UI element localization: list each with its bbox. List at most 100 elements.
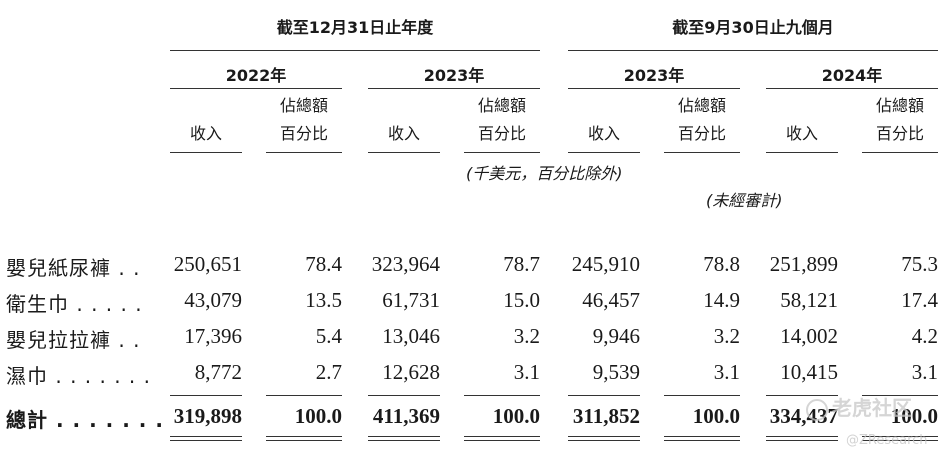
- cell-value: 3.1: [713, 360, 740, 384]
- col-header-pct-line1: 佔總額: [279, 96, 328, 115]
- period-rule-nine-months: [568, 50, 938, 51]
- row-label: 嬰兒紙尿褲 . .: [6, 256, 141, 280]
- subtotal-rule: [464, 395, 540, 396]
- row-label: 嬰兒拉拉褲 . .: [6, 328, 141, 352]
- cell-value: 245,910: [571, 252, 640, 276]
- double-rule: [568, 436, 640, 441]
- watermark-logo: 老虎社区: [806, 392, 912, 421]
- year-rule: [170, 88, 342, 89]
- subtotal-rule: [266, 395, 342, 396]
- subtotal-rule: [568, 395, 640, 396]
- row-label: 濕巾 . . . . . . .: [6, 364, 152, 388]
- total-value: 100.0: [692, 404, 740, 428]
- cell-value: 3.1: [911, 360, 938, 384]
- watermark-handle: @ZResearch: [846, 433, 928, 448]
- cell-value: 13,046: [382, 324, 440, 348]
- unaudited-note: (未經審計): [706, 191, 783, 210]
- col-header-pct-line1: 佔總額: [677, 96, 726, 115]
- cell-value: 58,121: [780, 288, 838, 312]
- watermark-text: 老虎社区: [832, 396, 912, 420]
- cell-value: 15.0: [503, 288, 540, 312]
- cell-value: 8,772: [194, 360, 242, 384]
- cell-value: 78.8: [703, 252, 740, 276]
- col-header-pct-line2: 百分比: [279, 124, 328, 143]
- total-value: 100.0: [890, 404, 938, 428]
- col-header-pct: 佔總額 百分比: [664, 92, 740, 148]
- cell-value: 10,415: [780, 360, 838, 384]
- units-note: (千美元，百分比除外): [466, 164, 623, 183]
- year-header-2024: 2024年: [821, 66, 883, 85]
- subheader-rule: [664, 152, 740, 153]
- subheader-rule: [862, 152, 938, 153]
- row-label: 衛生巾 . . . . .: [6, 292, 143, 316]
- subtotal-rule: [766, 395, 838, 396]
- period-rule-full-year: [170, 50, 540, 51]
- col-header-pct-line1: 佔總額: [875, 96, 924, 115]
- cell-value: 46,457: [582, 288, 640, 312]
- col-header-pct-line2: 百分比: [477, 124, 526, 143]
- cell-value: 3.2: [513, 324, 540, 348]
- subheader-rule: [368, 152, 440, 153]
- subtotal-rule: [664, 395, 740, 396]
- subtotal-rule: [862, 395, 938, 396]
- cell-value: 5.4: [315, 324, 342, 348]
- cell-value: 43,079: [184, 288, 242, 312]
- year-header-2023-full: 2023年: [423, 66, 485, 85]
- cell-value: 78.4: [305, 252, 342, 276]
- total-value: 319,898: [173, 404, 242, 428]
- col-header-pct-line1: 佔總額: [477, 96, 526, 115]
- cell-value: 75.3: [901, 252, 938, 276]
- cell-value: 78.7: [503, 252, 540, 276]
- col-header-pct-line2: 百分比: [875, 124, 924, 143]
- cell-value: 61,731: [382, 288, 440, 312]
- year-rule: [568, 88, 740, 89]
- cell-value: 323,964: [371, 252, 440, 276]
- period-header-nine-months: 截至9月30日止九個月: [672, 18, 834, 37]
- year-rule: [766, 88, 938, 89]
- year-rule: [368, 88, 540, 89]
- subheader-rule: [568, 152, 640, 153]
- total-value: 411,369: [372, 404, 440, 428]
- cell-value: 4.2: [911, 324, 938, 348]
- col-header-revenue: 收入: [587, 124, 620, 143]
- subheader-rule: [266, 152, 342, 153]
- col-header-pct: 佔總額 百分比: [464, 92, 540, 148]
- double-rule: [266, 436, 342, 441]
- total-label: 總計 . . . . . . .: [6, 408, 164, 432]
- double-rule: [862, 436, 938, 441]
- total-value: 311,852: [572, 404, 640, 428]
- total-value: 100.0: [492, 404, 540, 428]
- col-header-pct: 佔總額 百分比: [266, 92, 342, 148]
- cell-value: 17,396: [184, 324, 242, 348]
- col-header-pct-line2: 百分比: [677, 124, 726, 143]
- year-header-2023-nine: 2023年: [623, 66, 685, 85]
- cell-value: 250,651: [173, 252, 242, 276]
- double-rule: [464, 436, 540, 441]
- double-rule: [766, 436, 838, 441]
- double-rule: [368, 436, 440, 441]
- col-header-revenue: 收入: [785, 124, 818, 143]
- subheader-rule: [766, 152, 838, 153]
- period-header-full-year: 截至12月31日止年度: [276, 18, 434, 37]
- subtotal-rule: [368, 395, 440, 396]
- cell-value: 2.7: [315, 360, 342, 384]
- cell-value: 3.2: [713, 324, 740, 348]
- year-header-2022: 2022年: [225, 66, 287, 85]
- subtotal-rule: [170, 395, 242, 396]
- cell-value: 14.9: [703, 288, 740, 312]
- cell-value: 9,539: [592, 360, 640, 384]
- cell-value: 14,002: [780, 324, 838, 348]
- cell-value: 13.5: [305, 288, 342, 312]
- cell-value: 17.4: [901, 288, 938, 312]
- cell-value: 3.1: [513, 360, 540, 384]
- cell-value: 9,946: [592, 324, 640, 348]
- col-header-revenue: 收入: [189, 124, 222, 143]
- double-rule: [664, 436, 740, 441]
- watermark-circle-icon: [806, 398, 828, 421]
- col-header-revenue: 收入: [387, 124, 420, 143]
- double-rule: [170, 436, 242, 441]
- subheader-rule: [170, 152, 242, 153]
- col-header-pct: 佔總額 百分比: [862, 92, 938, 148]
- total-value: 100.0: [294, 404, 342, 428]
- cell-value: 12,628: [382, 360, 440, 384]
